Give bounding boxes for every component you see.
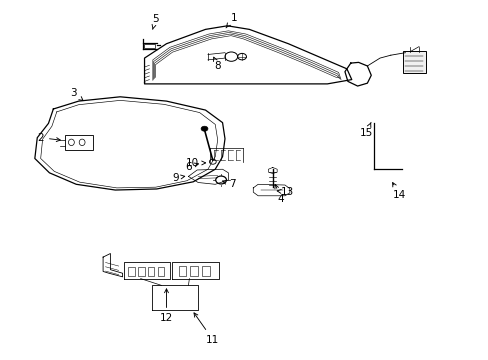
FancyBboxPatch shape — [402, 50, 426, 73]
Bar — [178, 266, 186, 276]
Text: 4: 4 — [274, 185, 284, 204]
Bar — [138, 266, 144, 276]
Bar — [148, 266, 154, 276]
Text: 10: 10 — [186, 158, 205, 168]
Bar — [65, 135, 93, 149]
Text: 3: 3 — [70, 88, 83, 100]
Text: 15: 15 — [359, 122, 372, 138]
Bar — [190, 266, 198, 276]
Ellipse shape — [68, 139, 74, 145]
Text: 6: 6 — [185, 162, 198, 172]
Bar — [128, 266, 135, 276]
Text: 13: 13 — [277, 187, 293, 197]
Text: 5: 5 — [152, 14, 159, 29]
Text: 9: 9 — [172, 173, 184, 183]
Bar — [202, 266, 209, 276]
Circle shape — [201, 126, 207, 131]
Ellipse shape — [79, 139, 85, 145]
Text: 2: 2 — [37, 133, 60, 143]
Bar — [144, 44, 155, 48]
Text: 8: 8 — [213, 57, 221, 71]
Text: 11: 11 — [194, 313, 219, 345]
Text: 7: 7 — [222, 179, 235, 189]
Text: 12: 12 — [160, 289, 173, 323]
Text: 1: 1 — [225, 13, 237, 28]
Text: 14: 14 — [392, 183, 406, 200]
Bar — [158, 266, 163, 276]
